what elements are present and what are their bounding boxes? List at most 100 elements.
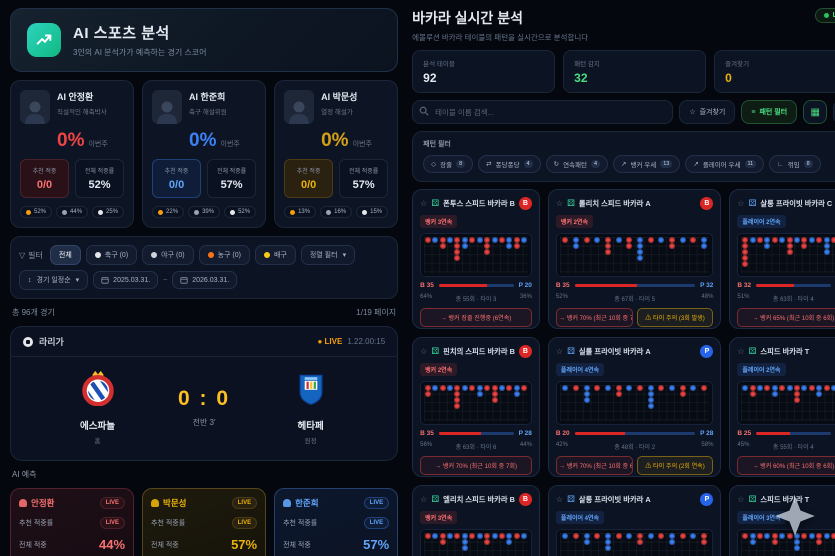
stat-label: 분석 테이블	[423, 61, 455, 68]
baccarat-table-card[interactable]: ☆ ⚄ 핀치의 스피드 바카라 B B 뱅커 2연속 B 35 P 28 56%…	[412, 337, 540, 477]
pattern-chip[interactable]: ◇ 장줄 8	[423, 155, 474, 173]
player-dot	[647, 533, 654, 539]
prediction-signal-button[interactable]: → 뱅커 장줄 진행중 (6연속)	[420, 308, 532, 327]
banker-dot	[823, 385, 830, 391]
baccarat-table-card[interactable]: ☆ ⚄ 롤리치 스피드 바카라 A B 뱅커 2연속 B 35 P 32 52%…	[547, 189, 722, 329]
prediction-signal-button[interactable]: ⚠ 타이 주의 (2회 연속)	[636, 456, 714, 475]
favorite-star-icon[interactable]: ☆	[737, 199, 745, 208]
prediction-signal-button[interactable]: ⚠ 타이 주의 (3회 발생)	[636, 308, 714, 327]
grid-view-button[interactable]: ▦	[803, 100, 828, 124]
recommend-live-badge: LIVE	[231, 517, 258, 529]
banker-dot	[562, 237, 569, 243]
badge-silver: 39%	[188, 206, 221, 218]
baccarat-table-card[interactable]: ☆ ⚄ 실룰 프라이빗 바카라 A P 플레이어 4연속 B 20 P 28 4…	[547, 337, 722, 477]
banker-dot	[484, 533, 491, 539]
banker-dot	[439, 243, 446, 249]
favorite-star-icon[interactable]: ☆	[420, 199, 428, 208]
player-dot	[476, 237, 483, 243]
baccarat-table-card[interactable]: ☆ ⚄ 스피드 바카라 T P 플레이어 3연속 B 27 P 26 51% 총…	[729, 485, 835, 556]
banker-dot	[424, 385, 431, 391]
sport-filter-chip[interactable]: 축구 (0)	[85, 245, 138, 265]
baccarat-table-card[interactable]: ☆ ⚄ 폰투스 스피드 바카라 B B 뱅커 3연속 B 35 P 20 64%…	[412, 189, 540, 329]
streak-tag: 뱅커 3연속	[420, 215, 458, 228]
banker-dot	[484, 243, 491, 249]
table-search-input[interactable]	[412, 100, 674, 124]
player-dot	[432, 385, 439, 391]
predictor-name: 박문성	[163, 498, 187, 508]
sort-filter-select[interactable]: 정렬 필터 ▾	[300, 245, 356, 265]
live-match-card[interactable]: 라리가 ● LIVE 1.22.00:15	[10, 326, 399, 461]
banker-count: B 25	[737, 430, 752, 437]
prediction-signal-button[interactable]: → 뱅커 60% (최근 10회 중 6회)	[737, 456, 835, 475]
prediction-signal-button[interactable]: → 뱅커 70% (최근 10회 중 7회)	[555, 308, 633, 327]
filter-all-button[interactable]: 전체	[49, 245, 81, 265]
grid-view-icon: ▦	[810, 106, 820, 118]
analyst-card[interactable]: AI 한준희 축구 해설위원 0% 이번주 추천 적중 0/0 전체 적중률 57%…	[142, 80, 267, 228]
pattern-chip[interactable]: ↻ 연속패턴 4	[545, 155, 609, 173]
baccarat-table-card[interactable]: ☆ ⚄ 엘리치 스피드 바카라 B B 뱅커 3연속 B 30 P 22 58%…	[412, 485, 540, 556]
analyst-card[interactable]: AI 안정환 직설적인 해축박사 0% 이번주 추천 적중 0/0 전체 적중률 5…	[10, 80, 135, 228]
schedule-sort-select[interactable]: ↕ 경기 일정순 ▾	[19, 270, 89, 290]
sport-filter-chip[interactable]: 배구	[254, 245, 296, 265]
pattern-chip[interactable]: ↗ 뱅커 우세 13	[613, 155, 681, 173]
player-dot	[701, 243, 708, 249]
banker-dot	[498, 237, 505, 243]
bronze-dot-icon	[98, 209, 104, 215]
banker-dot	[484, 539, 491, 545]
prediction-signal-button[interactable]: → 뱅커 65% (최근 10회 중 6회)	[737, 308, 835, 327]
analyst-card[interactable]: AI 박문성 열정 해설가 0% 이번주 추천 적중 0/0 전체 적중률 57% …	[274, 80, 399, 228]
favorite-star-icon[interactable]: ☆	[420, 495, 428, 504]
prediction-card[interactable]: 한준희 LIVE 추천 적중률 LIVE 전체 적중 57% 예측 스코어 상세…	[274, 488, 399, 556]
favorite-star-icon[interactable]: ☆	[737, 347, 745, 356]
favorite-star-icon[interactable]: ☆	[737, 495, 745, 504]
player-dot	[461, 545, 468, 551]
prediction-signal-button[interactable]: → 뱅커 70% (최근 10회 중 6회)	[555, 456, 633, 475]
favorite-star-icon[interactable]: ☆	[555, 347, 564, 356]
favorite-star-icon[interactable]: ☆	[555, 495, 564, 504]
sport-filter-chip[interactable]: 농구 (0)	[198, 245, 250, 265]
sports-panel: AI 스포츠 분석 3인의 AI 분석가가 예측하는 경기 스코어 AI 안정환…	[0, 0, 404, 556]
favorite-star-icon[interactable]: ☆	[555, 199, 564, 208]
favorites-button[interactable]: ☆ 즐겨찾기	[679, 100, 736, 124]
weekly-rate-label: 이번주	[220, 141, 240, 148]
banker-dot	[572, 533, 579, 539]
sport-ball-icon	[94, 252, 101, 258]
banker-pct: 51%	[737, 294, 750, 300]
pattern-chip[interactable]: ↗ 플레이어 우세 11	[685, 155, 765, 173]
banker-dot	[779, 385, 786, 391]
banker-dot	[636, 533, 643, 539]
silver-dot-icon	[62, 209, 68, 215]
chevron-down-icon: ▾	[75, 277, 80, 284]
baccarat-table-card[interactable]: ☆ ⚄ 살롱 프라이빗 바카라 C P 플레이어 2연속 B 32 P 31 5…	[729, 189, 835, 329]
pattern-chip[interactable]: ⇄ 퐁당퐁당 4	[478, 155, 541, 173]
player-count: P 28	[518, 430, 532, 437]
pattern-filter-button[interactable]: ≡ 패턴 필터	[741, 100, 798, 124]
banker-dot	[594, 533, 601, 539]
total-hit-label: 전체 적중	[283, 541, 311, 549]
prediction-signal-button[interactable]: → 뱅커 70% (최근 10회 중 7회)	[420, 456, 532, 475]
baccarat-table-card[interactable]: ☆ ⚄ 스피드 바카라 T P 플레이어 2연속 B 25 P 30 45% 총…	[729, 337, 835, 477]
prediction-card[interactable]: 안정환 LIVE 추천 적중률 LIVE 전체 적중 44% 예측 스코어 상세…	[10, 488, 135, 556]
sports-header: AI 스포츠 분석 3인의 AI 분석가가 예측하는 경기 스코어	[10, 8, 399, 72]
streak-tag: 뱅커 2연속	[420, 363, 458, 376]
date-to-input[interactable]: 2026.03.31.	[172, 271, 238, 289]
baccarat-subtitle: 에볼루션 바카라 테이블의 패턴을 실시간으로 분석합니다	[412, 33, 589, 42]
pattern-chip[interactable]: ∟ 꺾임 8	[769, 155, 821, 173]
sport-filter-chip[interactable]: 야구 (0)	[142, 245, 194, 265]
banker-player-ratio-bar	[438, 284, 514, 287]
banker-dot	[491, 385, 498, 391]
prediction-card[interactable]: 박문성 LIVE 추천 적중률 LIVE 전체 적중 57% 예측 스코어 상세…	[142, 488, 267, 556]
player-dot	[583, 533, 590, 539]
player-dot	[604, 533, 611, 539]
away-team-side: 원정	[304, 438, 317, 445]
away-team: 헤타페 원정	[248, 370, 373, 445]
banker-dot	[583, 237, 590, 243]
player-dot	[626, 385, 633, 391]
player-dot	[669, 385, 676, 391]
search-toolbar: ☆ 즐겨찾기 ≡ 패턴 필터 ▦ ≡	[412, 100, 835, 124]
away-team-name: 헤타페	[297, 421, 324, 432]
player-dot	[764, 533, 771, 539]
date-from-input[interactable]: 2025.03.31.	[93, 271, 159, 289]
baccarat-table-card[interactable]: ☆ ⚄ 살롱 프라이빗 바카라 A P 플레이어 4연속 B 24 P 29 4…	[547, 485, 722, 556]
favorite-star-icon[interactable]: ☆	[420, 347, 428, 356]
